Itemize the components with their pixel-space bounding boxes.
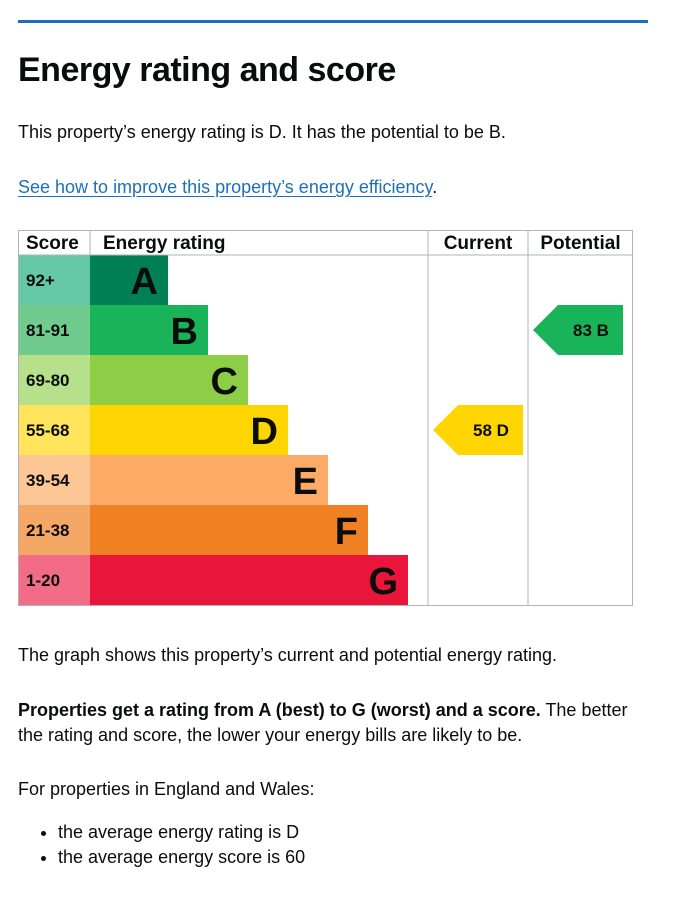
score-range-label: 21-38	[26, 521, 69, 540]
score-cell-a	[18, 255, 91, 305]
score-cell-g	[18, 555, 91, 605]
england-wales-text: For properties in England and Wales:	[18, 779, 315, 799]
section-divider	[18, 20, 648, 23]
rating-letter-d: D	[251, 411, 278, 453]
column-header-current: Current	[444, 233, 513, 254]
improve-link-suffix: .	[432, 177, 438, 197]
rating-info-rest: The better the rating and score, the low…	[18, 700, 628, 745]
rating-info: Properties get a rating from A (best) to…	[18, 698, 648, 748]
intro-text: This property’s energy rating is D. It h…	[18, 122, 506, 142]
rating-bar-c	[90, 355, 248, 405]
chart-border	[18, 230, 633, 606]
potential-rating-label: 83 B	[573, 321, 609, 340]
rating-bar-a	[90, 255, 168, 305]
rating-bar-f	[90, 505, 368, 555]
current-arrow	[433, 405, 523, 455]
rating-letter-b: B	[171, 311, 198, 353]
score-range-label: 39-54	[26, 471, 70, 490]
rating-bar-g	[90, 555, 408, 605]
current-rating-label: 58 D	[473, 421, 509, 440]
score-range-label: 1-20	[26, 571, 60, 590]
energy-rating-chart: 92+ A 81-91 B 69-80 C 55-68 D 39-54 E 21-38 F 1-20 G S…	[18, 230, 634, 613]
rating-letter-a: A	[131, 261, 158, 303]
rating-bar-e	[90, 455, 328, 505]
score-cell-e	[18, 455, 91, 505]
rating-bar-b	[90, 305, 208, 355]
potential-arrow	[533, 305, 623, 355]
score-cell-f	[18, 505, 91, 555]
rating-info-bold: Properties get a rating from A (best) to…	[18, 700, 541, 720]
improve-efficiency-link[interactable]: See how to improve this property’s energ…	[18, 177, 433, 197]
page-title: Energy rating and score	[18, 51, 396, 89]
rating-letter-e: E	[293, 461, 318, 503]
energy-rating-graph: 92+ A 81-91 B 69-80 C 55-68 D 39-54 E 21-38 F 1-20 G S…	[18, 230, 633, 606]
rating-letter-g: G	[368, 561, 398, 603]
score-cell-c	[18, 355, 91, 405]
column-header-score: Score	[26, 233, 79, 254]
score-cell-b	[18, 305, 91, 355]
list-item: the average energy rating is D	[58, 820, 305, 845]
improve-link-line: See how to improve this property’s energ…	[18, 175, 648, 200]
rating-bar-d	[90, 405, 288, 455]
rating-letter-f: F	[335, 511, 358, 553]
score-range-label: 55-68	[26, 421, 69, 440]
score-cell-d	[18, 405, 91, 455]
list-item: the average energy score is 60	[58, 845, 305, 870]
score-range-label: 81-91	[26, 321, 69, 340]
graph-note: The graph shows this property’s current …	[18, 645, 557, 665]
average-list: the average energy rating is D the avera…	[18, 820, 305, 870]
score-range-label: 69-80	[26, 371, 69, 390]
column-header-potential: Potential	[540, 233, 620, 254]
rating-letter-c: C	[211, 361, 238, 403]
column-header-rating: Energy rating	[103, 233, 225, 254]
score-range-label: 92+	[26, 271, 55, 290]
